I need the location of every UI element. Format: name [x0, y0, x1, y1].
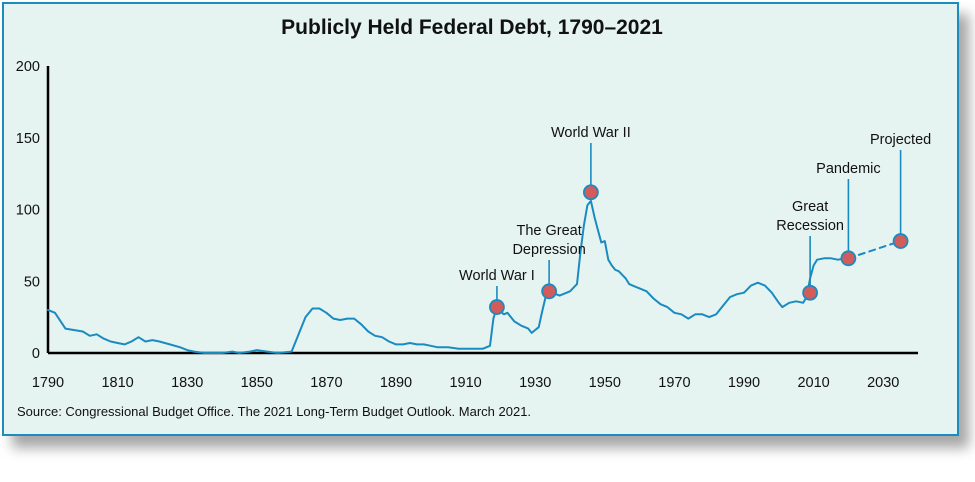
annotation-label: World War II	[551, 125, 631, 141]
projected-series-line	[847, 240, 902, 260]
x-tick-label: 1910	[449, 375, 481, 391]
highlight-marker	[541, 283, 558, 300]
x-tick-label: 2030	[867, 375, 899, 391]
y-tick-label: 100	[16, 203, 40, 219]
y-tick-label: 150	[16, 131, 40, 147]
x-tick-label: 1790	[32, 375, 64, 391]
annotation-label: Depression	[512, 242, 585, 258]
highlight-marker	[892, 233, 909, 249]
highlight-marker	[840, 250, 857, 267]
debt-line-chart: Publicly Held Federal Debt, 1790–2021 17…	[16, 16, 931, 419]
tick-labels: 1790 1810 1830 1850 1870 1890 1910 1930 1950 1970…	[16, 59, 900, 391]
highlight-marker	[489, 299, 505, 315]
annotation-label: Recession	[776, 218, 844, 234]
source-note: Source: Congressional Budget Office. The…	[17, 404, 531, 419]
axes	[46, 66, 918, 355]
x-tick-label: 1970	[658, 375, 690, 391]
y-tick-label: 50	[24, 274, 40, 290]
x-tick-label: 1810	[101, 375, 133, 391]
annotation-label: Projected	[870, 132, 931, 148]
annotation-label: The Great	[516, 223, 581, 239]
series-lines	[47, 199, 902, 354]
x-tick-label: 2010	[797, 375, 829, 391]
x-tick-label: 1850	[241, 375, 273, 391]
highlight-marker	[582, 184, 599, 201]
annotation-label: World War I	[459, 268, 535, 284]
y-tick-label: 0	[32, 346, 40, 362]
debt-series-line	[47, 199, 846, 354]
x-tick-label: 1950	[589, 375, 621, 391]
x-tick-label: 1830	[171, 375, 203, 391]
annotations: World War I The Great Depression World War …	[459, 125, 931, 315]
highlight-marker	[802, 284, 819, 301]
chart-title: Publicly Held Federal Debt, 1790–2021	[281, 16, 663, 39]
chart-card: Publicly Held Federal Debt, 1790–2021 17…	[2, 2, 959, 436]
x-tick-label: 1890	[380, 375, 412, 391]
annotation-label: Great	[792, 199, 828, 215]
y-tick-label: 200	[16, 59, 40, 75]
x-tick-label: 1990	[728, 375, 760, 391]
x-tick-label: 1870	[310, 375, 342, 391]
annotation-label: Pandemic	[816, 161, 880, 177]
x-tick-label: 1930	[519, 375, 551, 391]
